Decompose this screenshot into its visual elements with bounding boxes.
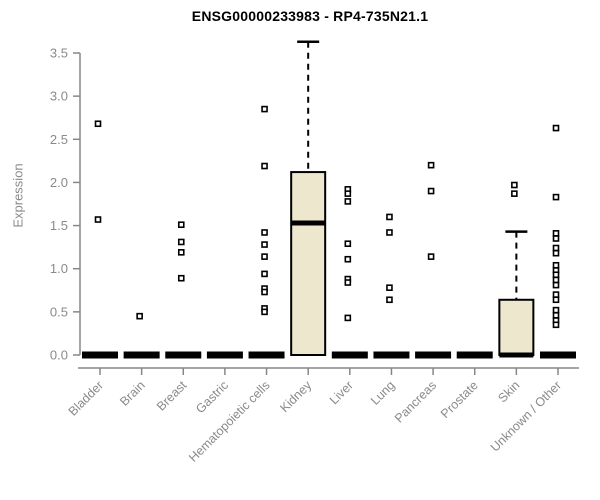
- data-point: [177, 274, 185, 282]
- x-tick-label: Brain: [117, 378, 148, 409]
- y-tick-label: 0.5: [50, 304, 68, 319]
- data-point: [386, 229, 393, 236]
- x-tick-label: Kidney: [277, 378, 314, 415]
- data-point: [94, 120, 102, 128]
- y-tick-label: 3.0: [50, 89, 68, 104]
- data-point: [261, 270, 268, 278]
- data-point: [552, 230, 560, 237]
- y-tick-label: 1.0: [50, 261, 68, 276]
- zero-box-prostate: [456, 351, 493, 359]
- zero-box-unknown-other: [540, 351, 576, 359]
- data-point: [552, 124, 560, 132]
- data-point: [94, 216, 102, 223]
- x-tick-label: Gastric: [193, 378, 231, 416]
- data-point: [261, 105, 268, 113]
- zero-box-breast: [165, 351, 202, 359]
- data-point: [261, 288, 268, 296]
- zero-box-lung: [373, 351, 410, 359]
- zero-box-gastric: [206, 351, 243, 359]
- data-point: [552, 306, 560, 314]
- data-point: [344, 314, 352, 322]
- zero-box-pancreas: [415, 351, 452, 359]
- data-point: [552, 276, 560, 284]
- data-point: [177, 249, 185, 256]
- data-point: [261, 162, 268, 170]
- box-kidney: [290, 171, 327, 356]
- y-tick-label: 0.0: [50, 348, 68, 363]
- data-point: [344, 240, 352, 247]
- chart-title: ENSG00000233983 - RP4-735N21.1: [191, 8, 429, 24]
- data-point: [511, 181, 518, 189]
- x-tick-label: Pancreas: [392, 378, 439, 425]
- zero-box-brain: [123, 351, 160, 359]
- data-point: [427, 187, 435, 195]
- zero-box-bladder: [82, 351, 118, 359]
- y-tick-label: 2.5: [50, 132, 68, 147]
- zero-box-hematopoietic-cells: [248, 351, 285, 359]
- data-point: [552, 235, 560, 242]
- data-point: [552, 193, 560, 201]
- data-point: [552, 249, 560, 257]
- x-tick-label: Unknown / Other: [488, 378, 564, 454]
- data-point: [552, 281, 560, 289]
- data-point: [552, 291, 560, 298]
- data-point: [427, 253, 435, 260]
- data-point: [261, 241, 268, 248]
- data-point: [552, 312, 560, 319]
- data-point: [344, 190, 352, 197]
- data-point: [386, 213, 393, 221]
- data-point: [136, 312, 143, 320]
- x-tick-label: Liver: [327, 378, 356, 407]
- y-tick-label: 3.5: [50, 46, 68, 61]
- data-point: [552, 296, 560, 304]
- data-point: [261, 229, 268, 236]
- data-point: [344, 198, 352, 205]
- data-point: [177, 221, 185, 229]
- data-point: [552, 321, 560, 329]
- data-point: [511, 190, 518, 197]
- data-point: [552, 271, 560, 279]
- data-point: [552, 261, 560, 269]
- data-point: [386, 284, 393, 291]
- y-axis-title: Expression: [10, 163, 26, 228]
- data-point: [427, 161, 435, 169]
- x-tick-label: Prostate: [438, 378, 481, 421]
- data-point: [261, 308, 268, 316]
- data-point: [344, 279, 352, 286]
- data-point: [344, 255, 352, 263]
- y-tick-label: 1.5: [50, 218, 68, 233]
- x-tick-label: Lung: [368, 378, 398, 408]
- data-point: [552, 244, 560, 252]
- x-tick-label: Bladder: [66, 378, 106, 418]
- y-tick-label: 2.0: [50, 175, 68, 190]
- data-point: [386, 296, 393, 304]
- data-point: [261, 253, 268, 260]
- box-skin: [498, 298, 535, 356]
- x-tick-label: Skin: [495, 378, 522, 405]
- x-tick-label: Breast: [154, 378, 190, 414]
- zero-box-liver: [331, 351, 368, 359]
- data-point: [177, 238, 185, 246]
- x-tick-label: Hematopoietic cells: [186, 378, 273, 465]
